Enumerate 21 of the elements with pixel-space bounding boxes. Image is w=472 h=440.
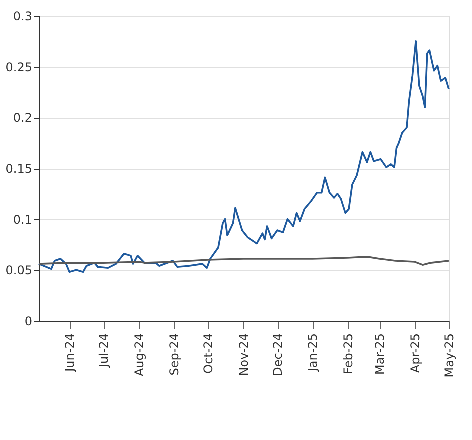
x-tick-label: Dec-24 bbox=[271, 334, 286, 376]
line-series bbox=[38, 256, 450, 266]
x-tick-label: Nov-24 bbox=[236, 334, 251, 376]
x-tick-label: Feb-25 bbox=[341, 334, 356, 374]
y-tick-label: 0.05 bbox=[6, 264, 32, 278]
y-tick-label: 0.1 bbox=[13, 212, 32, 227]
y-tick-label: 0.3 bbox=[13, 10, 32, 24]
x-tick-label: Oct-24 bbox=[202, 334, 216, 374]
y-tick-label: 0.2 bbox=[13, 111, 32, 126]
x-tick-label: Sep-24 bbox=[168, 334, 182, 376]
x-tick-label: May-25 bbox=[442, 334, 456, 378]
x-tick-label: Aug-24 bbox=[132, 334, 146, 377]
y-tick-label: 0 bbox=[24, 314, 32, 328]
y-tick-label: 0.15 bbox=[6, 162, 32, 176]
x-tick-label: Jan-25 bbox=[306, 334, 320, 373]
x-tick-label: Mar-25 bbox=[373, 334, 388, 375]
x-tick-label: Jun-24 bbox=[63, 334, 78, 373]
y-tick-label: 0.25 bbox=[6, 60, 32, 74]
x-tick-label: Jul-24 bbox=[97, 334, 112, 369]
line-series bbox=[38, 40, 450, 274]
x-tick-label: Apr-25 bbox=[408, 334, 422, 374]
